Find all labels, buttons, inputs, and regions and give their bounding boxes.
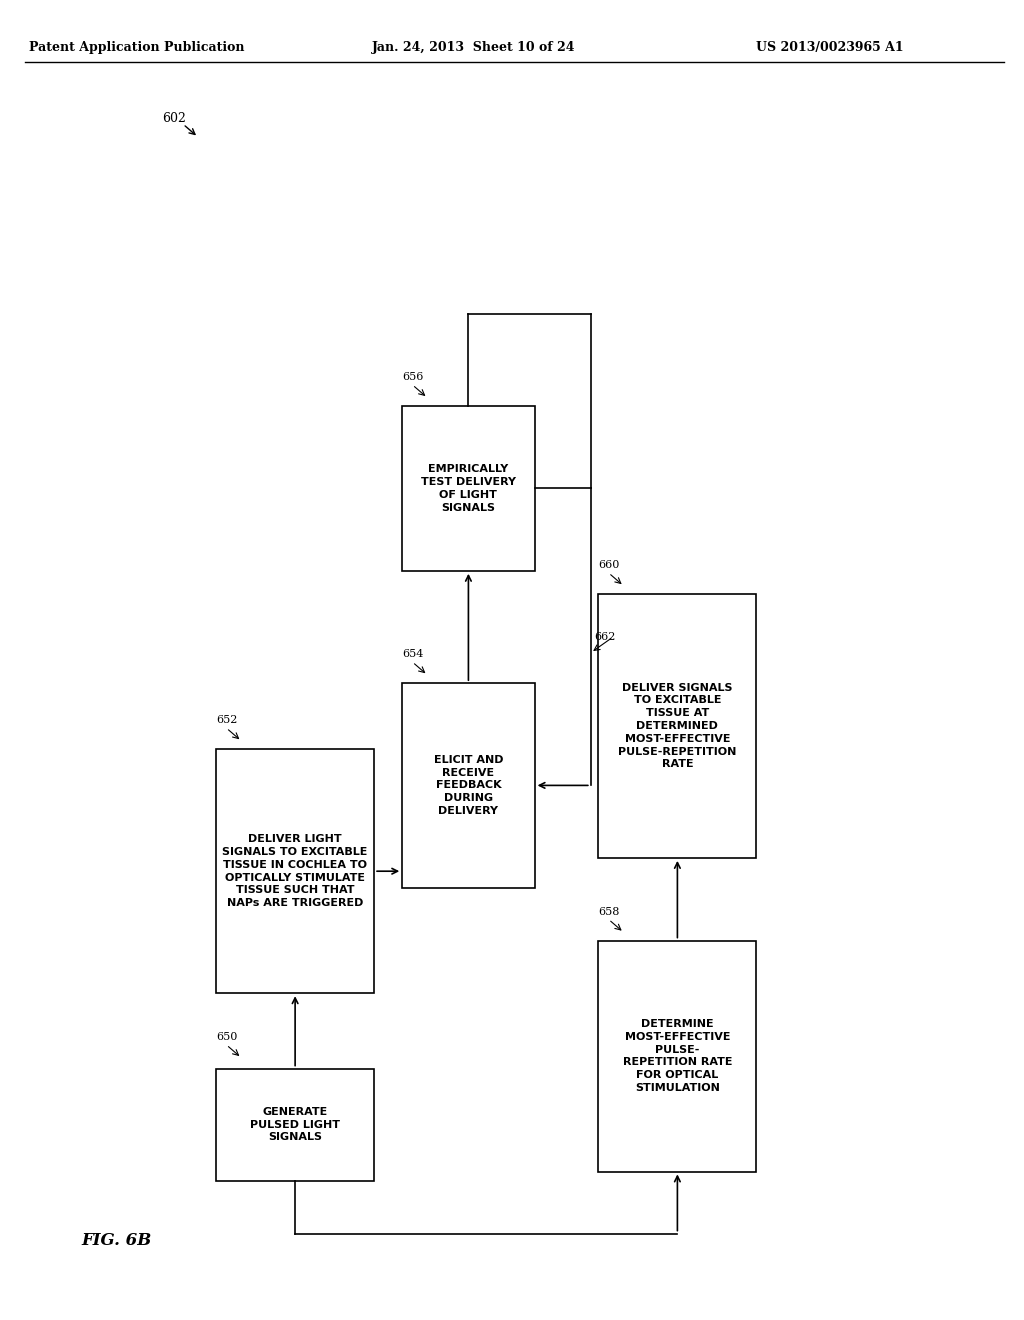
Text: FIG. 6B: FIG. 6B [81,1233,152,1249]
Text: US 2013/0023965 A1: US 2013/0023965 A1 [757,41,904,54]
Text: ELICIT AND
RECEIVE
FEEDBACK
DURING
DELIVERY: ELICIT AND RECEIVE FEEDBACK DURING DELIV… [434,755,503,816]
Text: 662: 662 [594,632,615,642]
Bar [402,682,535,887]
Text: DELIVER LIGHT
SIGNALS TO EXCITABLE
TISSUE IN COCHLEA TO
OPTICALLY STIMULATE
TISS: DELIVER LIGHT SIGNALS TO EXCITABLE TISSU… [222,834,368,908]
Text: 602: 602 [163,112,186,125]
Text: 652: 652 [216,715,238,726]
Text: DETERMINE
MOST-EFFECTIVE
PULSE-
REPETITION RATE
FOR OPTICAL
STIMULATION: DETERMINE MOST-EFFECTIVE PULSE- REPETITI… [623,1019,732,1093]
Text: 660: 660 [598,560,620,570]
Bar [216,750,374,993]
Bar [216,1069,374,1180]
Bar [598,940,757,1172]
Text: 656: 656 [402,372,424,383]
Text: 654: 654 [402,649,424,659]
Bar [402,407,535,570]
Text: 658: 658 [598,907,620,916]
Text: 650: 650 [216,1032,238,1043]
Text: DELIVER SIGNALS
TO EXCITABLE
TISSUE AT
DETERMINED
MOST-EFFECTIVE
PULSE-REPETITIO: DELIVER SIGNALS TO EXCITABLE TISSUE AT D… [618,682,736,770]
Text: GENERATE
PULSED LIGHT
SIGNALS: GENERATE PULSED LIGHT SIGNALS [250,1107,340,1142]
Bar [598,594,757,858]
Text: Patent Application Publication: Patent Application Publication [30,41,245,54]
Text: EMPIRICALLY
TEST DELIVERY
OF LIGHT
SIGNALS: EMPIRICALLY TEST DELIVERY OF LIGHT SIGNA… [421,465,516,512]
Text: Jan. 24, 2013  Sheet 10 of 24: Jan. 24, 2013 Sheet 10 of 24 [372,41,575,54]
